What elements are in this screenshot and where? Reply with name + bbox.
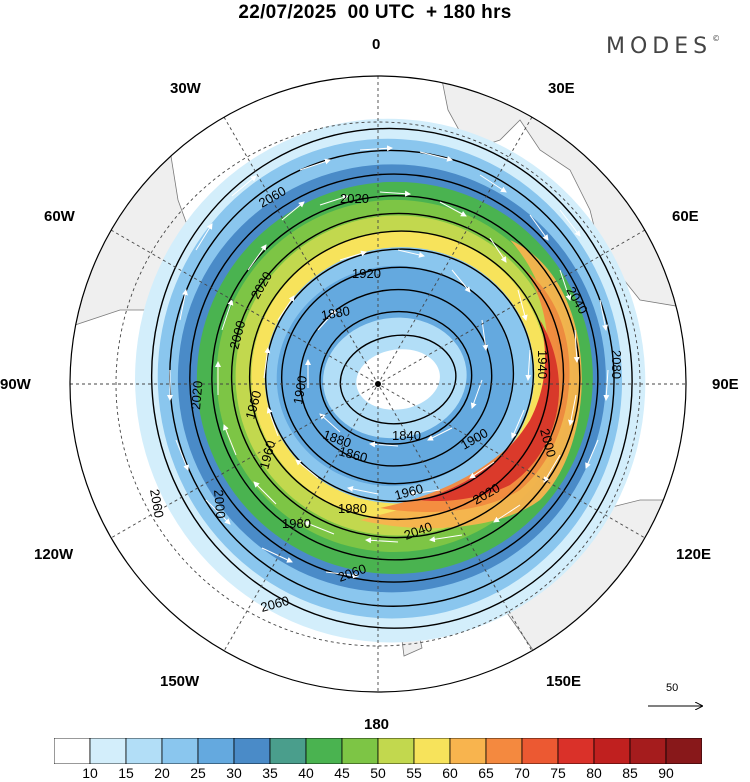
colorbar-swatch bbox=[161, 738, 199, 764]
colorbar-tick-label: 75 bbox=[550, 765, 566, 781]
colorbar-swatch bbox=[413, 738, 451, 764]
contour-label: 2020 bbox=[340, 191, 369, 206]
colorbar-tick-label: 80 bbox=[586, 765, 602, 781]
colorbar-tick-label: 50 bbox=[370, 765, 386, 781]
contour-label: 2060 bbox=[147, 488, 167, 519]
colorbar-tick-label: 90 bbox=[658, 765, 674, 781]
contour-label: 1900 bbox=[290, 374, 310, 405]
colorbar-tick-label: 20 bbox=[154, 765, 170, 781]
lon-label-30e: 30E bbox=[548, 80, 575, 97]
colorbar-swatch bbox=[233, 738, 271, 764]
lon-label-60e: 60E bbox=[672, 208, 699, 225]
height-contours bbox=[150, 127, 633, 629]
lon-label-120e: 120E bbox=[676, 546, 712, 563]
contour-label: 1960 bbox=[242, 389, 264, 421]
colorbar-swatch bbox=[305, 738, 343, 764]
colorbar-swatch bbox=[593, 738, 631, 764]
colorbar-swatch bbox=[269, 738, 307, 764]
colorbar-swatch bbox=[449, 738, 487, 764]
colorbar-tick-label: 30 bbox=[226, 765, 242, 781]
contour-label: 2080 bbox=[609, 350, 624, 379]
colorbar-swatch bbox=[377, 738, 415, 764]
colorbar-tick-label: 40 bbox=[298, 765, 314, 781]
colorbar-tick-label: 35 bbox=[262, 765, 278, 781]
contour-label: 1860 bbox=[337, 443, 369, 465]
colorbar-swatch bbox=[125, 738, 163, 764]
lon-label-90e: 90E bbox=[712, 376, 739, 393]
jet-maximum bbox=[360, 240, 582, 529]
colorbar-tick-label: 60 bbox=[442, 765, 458, 781]
colorbar-swatch bbox=[629, 738, 667, 764]
wind-vectors bbox=[167, 145, 610, 579]
colorbar-tick-label: 65 bbox=[478, 765, 494, 781]
contour-label: 1920 bbox=[352, 266, 381, 281]
colorbar-tick-label: 25 bbox=[190, 765, 206, 781]
pole-marker bbox=[375, 381, 381, 387]
colorbar-tick-label: 45 bbox=[334, 765, 350, 781]
colorbar-tick-label: 85 bbox=[622, 765, 638, 781]
reference-vector-value: 50 bbox=[666, 682, 679, 694]
lon-label-90w: 90W bbox=[0, 376, 31, 393]
contour-label: 1940 bbox=[535, 350, 550, 379]
lon-label-150e: 150E bbox=[546, 673, 582, 690]
lon-label-120w: 120W bbox=[34, 546, 74, 563]
colorbar-tick-label: 70 bbox=[514, 765, 530, 781]
map-disc bbox=[70, 76, 686, 692]
brand-name: MODES bbox=[606, 34, 713, 59]
lon-label-180: 180 bbox=[364, 716, 390, 733]
colorbar-swatch bbox=[485, 738, 523, 764]
colorbar-swatch bbox=[521, 738, 559, 764]
brand-mark: © bbox=[712, 34, 721, 43]
contour-label: 2000 bbox=[211, 489, 228, 519]
lon-label-150w: 150W bbox=[160, 673, 200, 690]
map-title: 22/07/2025 00 UTC + 180 hrs bbox=[238, 2, 512, 23]
colorbar-swatch bbox=[665, 738, 702, 764]
modes-logo: MODES© bbox=[606, 34, 720, 59]
contour-label: 2000 bbox=[537, 427, 559, 459]
speed-band-calm bbox=[356, 349, 440, 410]
colorbar-swatch bbox=[197, 738, 235, 764]
contour-label: 1960 bbox=[393, 481, 425, 503]
contour-label: 1980 bbox=[282, 516, 311, 531]
lon-label-0: 0 bbox=[372, 36, 381, 53]
colorbar bbox=[54, 738, 702, 764]
colorbar-swatch bbox=[341, 738, 379, 764]
contour-label: 2060 bbox=[259, 593, 291, 615]
contour-label: 1880 bbox=[320, 303, 351, 323]
colorbar-tick-label: 10 bbox=[82, 765, 98, 781]
map-boundary bbox=[69, 75, 687, 693]
contour-label: 1960 bbox=[256, 439, 278, 471]
contour-label: 2000 bbox=[226, 319, 248, 351]
colorbar-swatch bbox=[557, 738, 595, 764]
colorbar-tick-label: 55 bbox=[406, 765, 422, 781]
contour-label: 2020 bbox=[188, 380, 205, 410]
colorbar-swatch bbox=[54, 738, 91, 764]
colorbar-swatch bbox=[89, 738, 127, 764]
contour-label: 1840 bbox=[392, 428, 421, 443]
lon-label-60w: 60W bbox=[44, 208, 75, 225]
lon-label-30w: 30W bbox=[170, 80, 201, 97]
colorbar-tick-label: 15 bbox=[118, 765, 134, 781]
contour-label: 1980 bbox=[338, 501, 367, 516]
